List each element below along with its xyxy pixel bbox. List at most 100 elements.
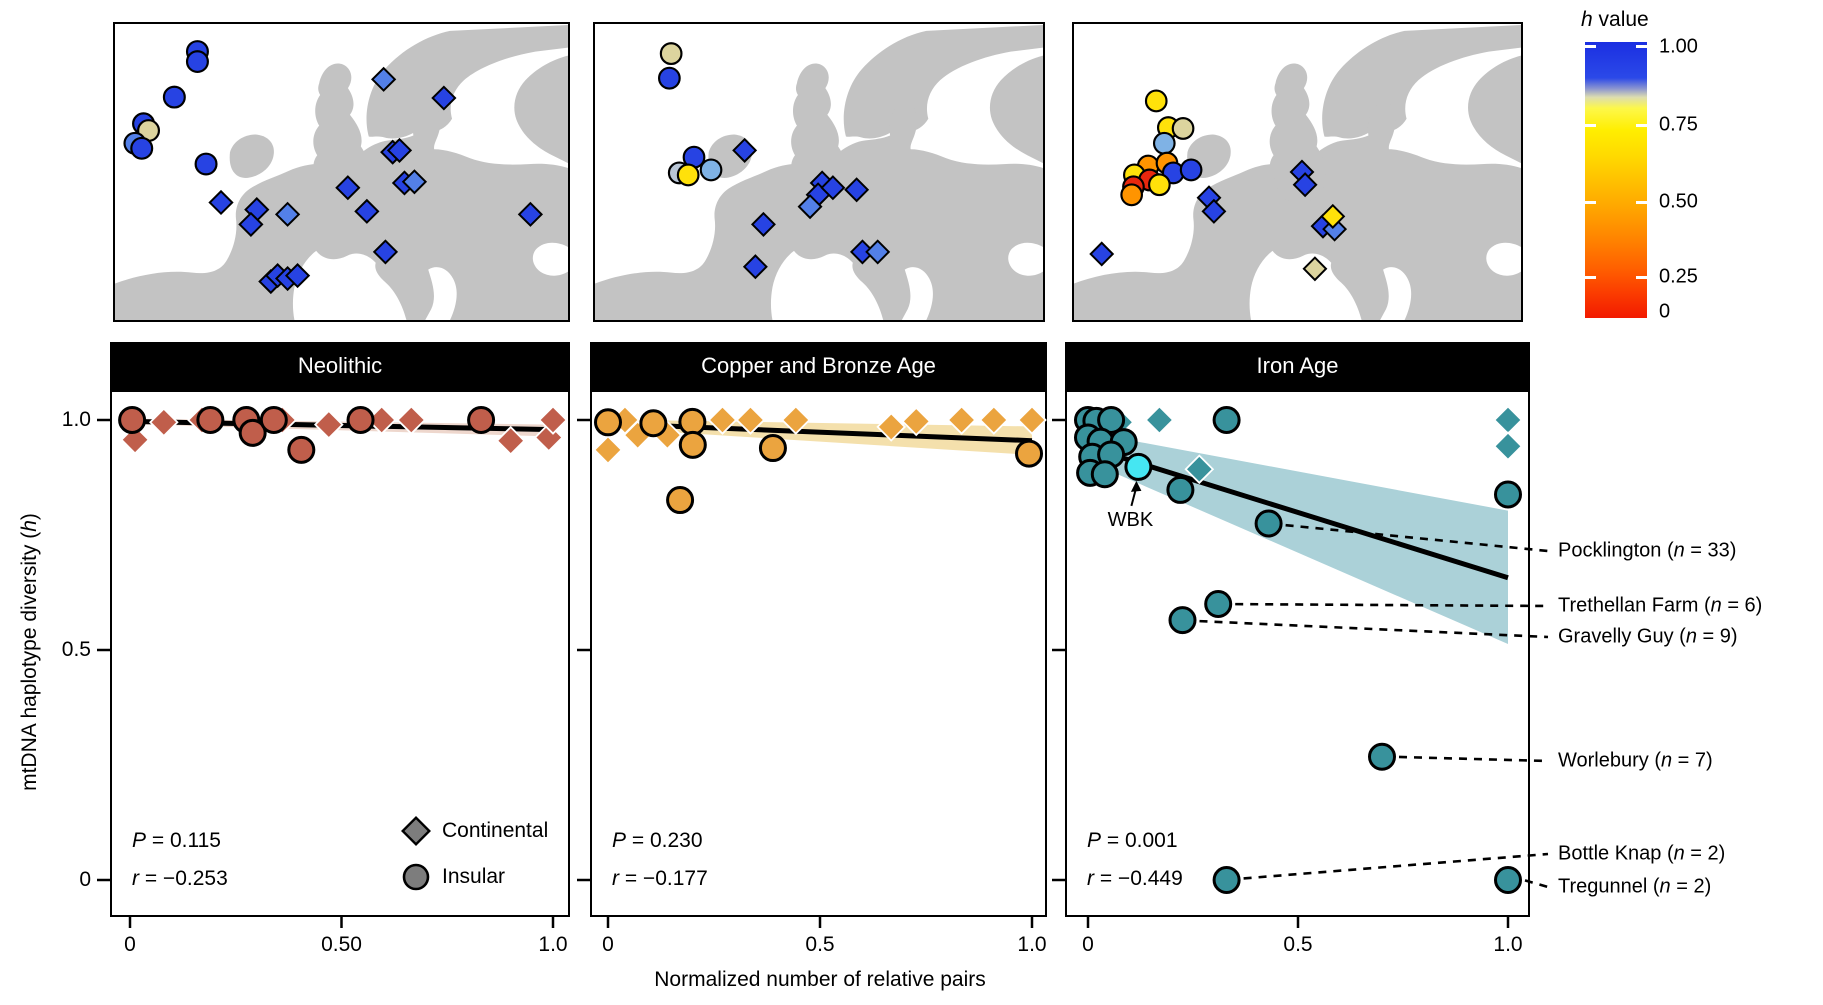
x-tick-label: 1.0: [1017, 933, 1047, 956]
map-marker-circle: [1152, 131, 1176, 155]
stats-block: P = 0.115 r = −0.253: [132, 822, 228, 898]
annotation-label: Pocklington (n = 33): [1558, 539, 1737, 562]
map-marker-diamond: [865, 239, 891, 265]
map-marker-diamond: [797, 194, 823, 220]
panel-frame-neolithic: [110, 390, 570, 917]
x-tick-label: 1.0: [1493, 933, 1523, 956]
colorbar-tick-label: 0.75: [1659, 113, 1698, 136]
colorbar-title: h value: [1581, 8, 1649, 31]
colorbar-tick: [1585, 124, 1596, 127]
panel-title-copper-bronze: Copper and Bronze Age: [590, 342, 1047, 390]
panel-title-neolithic: Neolithic: [110, 342, 570, 390]
y-axis-title: mtDNA haplotype diversity (h): [18, 513, 41, 791]
colorbar-tick: [1636, 201, 1647, 204]
legend-item-continental: Continental: [401, 814, 548, 848]
stats-block: P = 0.001 r = −0.449: [1087, 822, 1183, 898]
r-value: r = −0.253: [132, 867, 228, 890]
r-value: r = −0.177: [612, 867, 708, 890]
panel-title-iron-age: Iron Age: [1065, 342, 1530, 390]
legend-label-insular: Insular: [442, 865, 506, 888]
map-neolithic-svg: [115, 24, 568, 320]
colorbar-tick-label: 0.50: [1659, 190, 1698, 213]
map-marker-diamond: [849, 239, 875, 265]
map-iron-age-svg: [1074, 24, 1521, 320]
x-tick-label: 0: [124, 933, 136, 956]
map-marker-diamond: [372, 239, 399, 265]
map-marker-diamond: [238, 211, 264, 237]
r-value: r = −0.449: [1087, 867, 1183, 890]
map-marker-diamond: [1320, 203, 1346, 229]
map-marker-circle: [699, 158, 723, 182]
wbk-label: WBK: [1107, 508, 1154, 531]
colorbar: [1585, 42, 1647, 318]
map-neolithic: [113, 22, 570, 322]
map-marker-diamond: [208, 189, 234, 216]
colorbar-tick: [1636, 45, 1647, 48]
annotation-label: Worlebury (n = 7): [1558, 749, 1713, 772]
x-tick-label: 0.5: [805, 933, 835, 956]
map-marker-diamond: [354, 198, 380, 224]
legend-item-insular: Insular: [401, 860, 548, 894]
colorbar-tick: [1585, 201, 1596, 204]
map-marker-diamond: [1089, 241, 1115, 267]
map-marker-circle: [657, 66, 681, 90]
y-tick-label: 1.0: [61, 408, 91, 431]
map-marker-diamond: [820, 175, 846, 201]
x-tick-label: 1.0: [538, 933, 568, 956]
colorbar-tick-label: 1.00: [1659, 35, 1698, 58]
map-marker-diamond: [431, 85, 457, 111]
map-marker-circle: [676, 163, 700, 187]
p-value: P = 0.230: [612, 829, 703, 852]
shape-legend: Continental Insular: [401, 814, 548, 906]
panel-frame-copper-bronze: [590, 390, 1047, 917]
map-marker-diamond: [284, 263, 311, 289]
colorbar-tick-label: 0: [1659, 300, 1671, 323]
x-axis-title: Normalized number of relative pairs: [654, 968, 986, 991]
colorbar-tick: [1585, 45, 1596, 48]
map-marker-diamond: [401, 169, 428, 195]
colorbar-tick: [1636, 276, 1647, 279]
map-marker-diamond: [742, 254, 768, 280]
p-value: P = 0.115: [132, 829, 221, 852]
stats-block: P = 0.230 r = −0.177: [612, 822, 708, 898]
x-tick-label: 0: [1082, 933, 1094, 956]
p-value: P = 0.001: [1087, 829, 1178, 852]
x-tick-label: 0.5: [1283, 933, 1313, 956]
map-copper-bronze-svg: [595, 24, 1043, 320]
map-marker-diamond: [1302, 256, 1328, 282]
legend-label-continental: Continental: [442, 819, 549, 842]
map-marker-circle: [1148, 173, 1171, 197]
x-tick-label: 0.50: [321, 933, 362, 956]
map-marker-diamond: [732, 137, 758, 163]
map-marker-circle: [162, 85, 186, 109]
map-marker-diamond: [750, 211, 776, 237]
colorbar-tick-label: 0.25: [1659, 265, 1698, 288]
colorbar-tick: [1585, 276, 1596, 279]
map-marker-circle: [1120, 183, 1144, 207]
map-marker-diamond: [1292, 172, 1318, 198]
map-marker-circle: [1179, 158, 1203, 182]
map-marker-diamond: [1201, 198, 1227, 224]
map-marker-circle: [194, 152, 218, 176]
map-marker-diamond: [844, 177, 870, 203]
map-marker-diamond: [386, 137, 413, 163]
map-iron-age: [1072, 22, 1523, 322]
map-marker-diamond: [371, 66, 397, 92]
map-marker-circle: [1171, 117, 1195, 140]
continental-diamond-icon: [401, 816, 431, 846]
map-marker-circle: [130, 136, 154, 160]
y-tick-label: 0: [79, 868, 91, 891]
annotation-label: Tregunnel (n = 2): [1558, 875, 1712, 898]
map-marker-diamond: [335, 175, 361, 201]
annotation-label: Trethellan Farm (n = 6): [1558, 594, 1763, 617]
x-tick-label: 0: [602, 933, 614, 956]
map-marker-circle: [1144, 89, 1168, 113]
colorbar-tick: [1636, 124, 1647, 127]
insular-circle-icon: [402, 863, 430, 891]
map-marker-diamond: [274, 201, 301, 227]
map-copper-bronze: [593, 22, 1045, 322]
annotation-label: Gravelly Guy (n = 9): [1558, 625, 1738, 648]
y-tick-label: 0.5: [61, 638, 91, 661]
map-marker-diamond: [517, 201, 544, 227]
